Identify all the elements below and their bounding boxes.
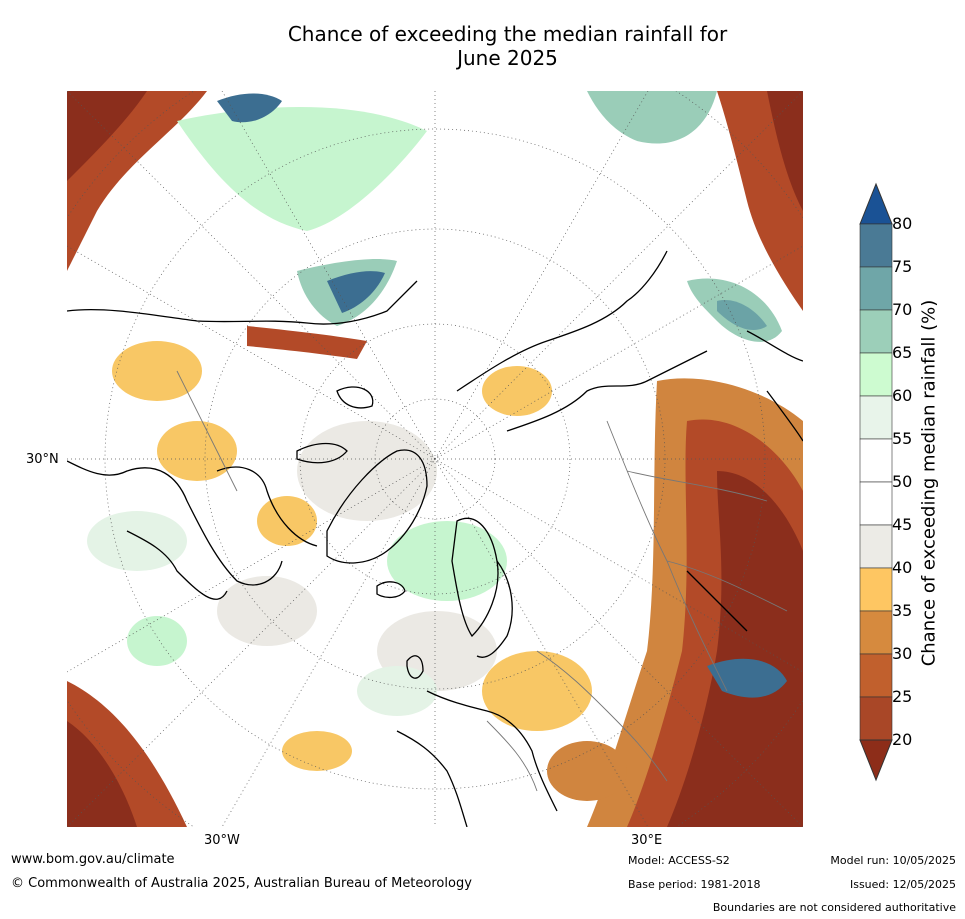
dry-region [667,471,803,827]
base-period: Base period: 1981-2018 [628,878,761,891]
dry-patch [257,496,317,546]
lon-label-30w: 30°W [204,833,240,848]
colorbar-bin-65-70 [859,309,893,354]
colorbar-tick: 25 [892,687,913,706]
colorbar-tick: 60 [892,386,913,405]
neutral-patch [217,576,317,646]
model-run-date: Model run: 10/05/2025 [830,854,956,867]
colorbar-bin-60-65 [859,352,893,397]
colorbar-tick: 50 [892,472,913,491]
colorbar-bin-25-30 [859,653,893,698]
wet-region [717,300,767,331]
colorbar-title-text: Chance of exceeding median rainfall (%) [918,299,940,667]
colorbar-tick: 35 [892,601,913,620]
colorbar-tick: 45 [892,515,913,534]
wet-region [327,271,385,313]
dry-region [67,721,137,827]
colorbar-bin-55-60 [859,395,893,440]
wet-patch [357,666,437,716]
colorbar-bin-70-75 [859,266,893,311]
dry-region [767,91,803,211]
colorbar-tick: 20 [892,730,913,749]
country-borders [176,370,788,792]
issued-date: Issued: 12/05/2025 [849,878,956,891]
lat-label-30n: 30°N [26,452,59,467]
coastlines [67,250,803,827]
dry-patch [547,741,627,801]
colorbar-tick: 30 [892,644,913,663]
scandinavia-coastline [451,517,499,638]
dry-patch [112,341,202,401]
wet-region [707,658,787,698]
colorbar-bin-20-25 [859,696,893,741]
colorbar-extend-bottom [859,739,893,782]
colorbar-bin-40-45 [859,524,893,569]
graticule [67,91,803,827]
colorbar-svg [859,182,893,782]
source-link[interactable]: www.bom.gov.au/climate [11,852,175,867]
dry-region [67,91,147,181]
neutral-patch [297,421,437,521]
colorbar-bin-75-80 [859,223,893,268]
polar-map[interactable] [67,91,803,827]
colorbar-tick: 55 [892,429,913,448]
dry-patch [282,731,352,771]
chart-title: Chance of exceeding the median rainfall … [230,22,785,70]
model-name: Model: ACCESS-S2 [628,854,730,867]
colorbar-bin-35-40 [859,567,893,612]
colorbar-tick: 80 [892,214,913,233]
colorbar-tick: 70 [892,300,913,319]
wet-region [587,91,717,144]
lon-label-30e: 30°E [631,833,663,848]
colorbar-extend-top [859,182,893,225]
colorbar-bin-50-55 [859,438,893,483]
iceland-coastline [376,581,406,599]
boundary-disclaimer: Boundaries are not considered authoritat… [712,901,956,914]
dry-region [247,326,367,359]
wet-region [177,107,427,231]
wet-patch [387,521,507,601]
colorbar-bin-45-50 [859,481,893,526]
copyright-text: © Commonwealth of Australia 2025, Austra… [11,876,472,891]
colorbar-tick: 40 [892,558,913,577]
wet-region [217,93,282,123]
title-line-2: June 2025 [457,46,558,70]
dry-patch [482,651,592,731]
wet-patch [127,616,187,666]
colorbar-tick: 75 [892,257,913,276]
title-line-1: Chance of exceeding the median rainfall … [287,22,728,46]
colorbar-tick: 65 [892,343,913,362]
map-canvas [67,91,803,827]
dry-patch [157,421,237,481]
colorbar-bin-30-35 [859,610,893,655]
dry-patch [482,366,552,416]
greenland-coastline [326,449,428,564]
colorbar: 80 75 70 65 60 55 50 45 40 35 30 25 20 [858,182,958,782]
